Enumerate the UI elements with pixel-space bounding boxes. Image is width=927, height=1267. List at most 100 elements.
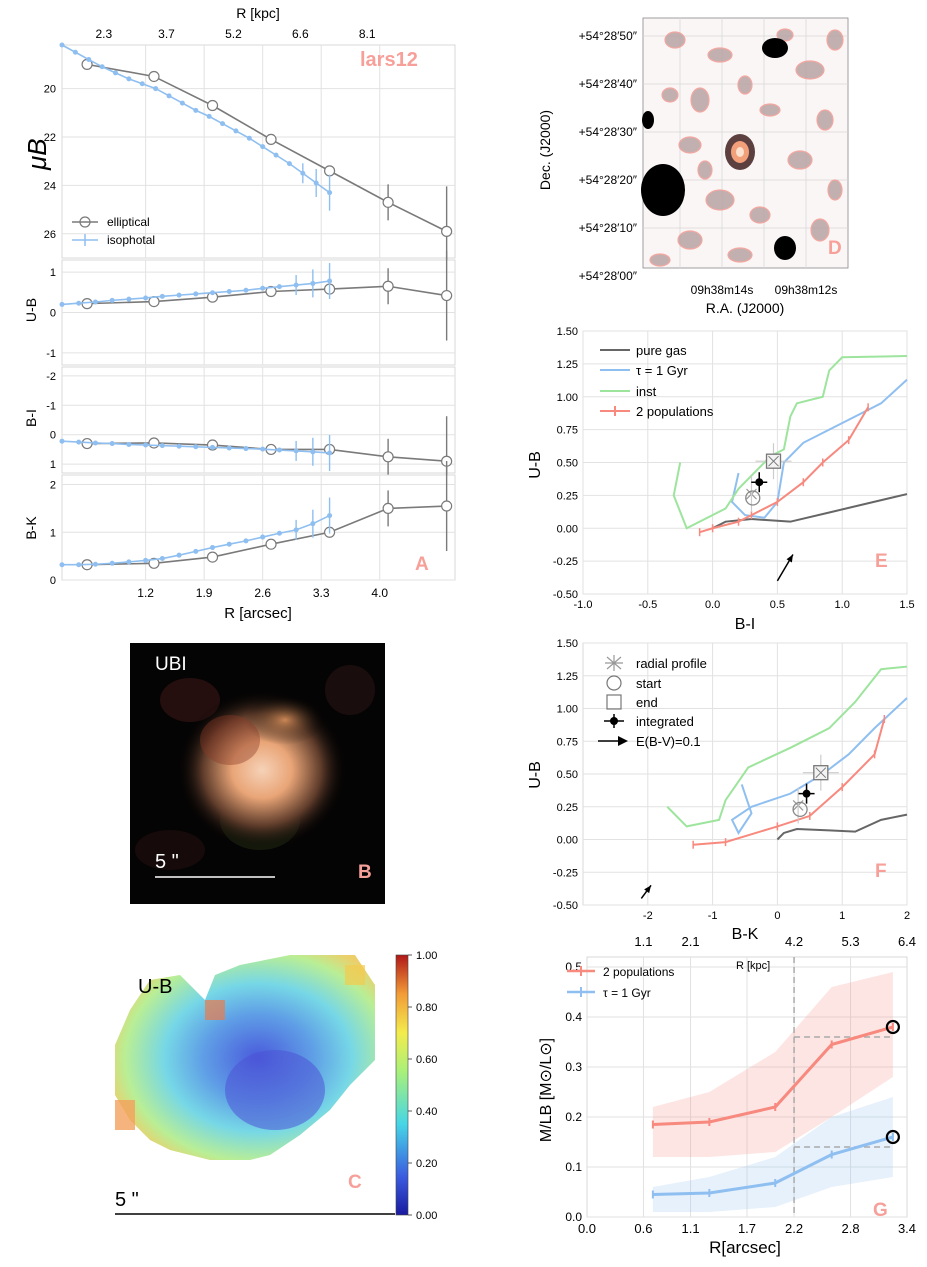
panel-a-point-elliptical	[441, 289, 453, 302]
panel-a-point-isophotal	[126, 441, 132, 447]
panel-a-point-isophotal	[310, 521, 316, 527]
colorbar-tick-label: 0.00	[416, 1210, 437, 1222]
panel-a-point-elliptical	[265, 285, 277, 298]
legend-g-2pop: 2 populations	[603, 965, 674, 979]
panel-a-point-isophotal	[193, 107, 199, 113]
panel-a-bi-ylabel: B-I	[23, 409, 39, 427]
panel-a-point-isophotal	[109, 441, 115, 447]
panel-a-point-isophotal	[246, 135, 252, 141]
panel-a-ytick: 0	[50, 308, 56, 320]
panel-a-point-isophotal	[260, 446, 266, 452]
colorbar-tick-label: 1.00	[416, 950, 437, 962]
panelF-ytick: 1.00	[557, 704, 578, 716]
panel-a-point-isophotal	[226, 289, 232, 294]
panel-a-point-isophotal	[276, 447, 282, 453]
colorbar-tick-label: 0.60	[416, 1054, 437, 1066]
panelF-xtick: -2	[643, 910, 653, 922]
panel-g-xtick: 0.0	[578, 1221, 596, 1236]
panel-d-image	[641, 17, 849, 269]
panel-a-point-isophotal	[327, 190, 333, 196]
panel-d-ytick: +54°28′10″	[579, 221, 638, 235]
panel-a-point-elliptical	[206, 551, 219, 563]
panel-c-image	[115, 955, 375, 1160]
panelE-integrated-marker	[755, 478, 764, 487]
panel-a-point-isophotal	[226, 541, 232, 547]
panel-g-xlabel: R[arcsec]	[709, 1238, 781, 1257]
panelF-integrated-marker	[802, 789, 811, 798]
panel-a-point-isophotal	[59, 301, 65, 307]
panel-g-top-xtick: 2.1	[681, 934, 699, 949]
panel-a-ytick: -1	[46, 400, 56, 412]
panel-a-bottom-tick: 3.3	[313, 586, 330, 600]
panel-a-point-isophotal	[176, 292, 182, 298]
panel-a-point-isophotal	[92, 299, 98, 305]
panel-d-ytick: +54°28′20″	[579, 173, 638, 187]
panelE-series--1-Gyr	[730, 378, 908, 519]
panelE-ytick: 0.00	[557, 523, 578, 535]
panelF-ytick: 0.25	[557, 802, 578, 814]
panel-a-point-isophotal	[327, 513, 333, 519]
panel-g-ytick: 0.1	[565, 1160, 582, 1174]
panel-f-xlabel: B-K	[732, 926, 759, 943]
panel-a-ub-ylabel: U-B	[23, 298, 39, 322]
panelF-ytick: -0.50	[553, 900, 578, 912]
panel-g-ytick: 0.4	[565, 1010, 582, 1024]
panel-a-ytick: 20	[44, 84, 56, 96]
panel-c-label: U-B	[138, 976, 172, 998]
colorbar-tick-label: 0.80	[416, 1002, 437, 1014]
panel-c-letter: C	[348, 1172, 362, 1193]
panelF-end-cross	[815, 767, 827, 779]
panel-a-point-isophotal	[276, 284, 282, 290]
colorbar-tick-label: 0.40	[416, 1106, 437, 1118]
panel-a-bottom-axis-label: R [arcsec]	[224, 605, 292, 622]
panelF-xtick: 1	[839, 910, 845, 922]
panelE-ytick: 0.25	[557, 490, 578, 502]
panel-a-point-isophotal	[153, 86, 159, 92]
panel-g-xtick: 1.1	[681, 1221, 699, 1236]
panel-a-point-isophotal	[76, 562, 82, 568]
panel-a-point-isophotal	[109, 297, 115, 303]
panelE-ytick: 0.50	[557, 458, 578, 470]
panel-a-top-tick: 5.2	[225, 27, 242, 41]
panel-a-subplot-frame	[61, 474, 456, 581]
panel-d-letter: D	[828, 238, 842, 259]
panel-a-point-isophotal	[310, 449, 316, 455]
panel-a-point-elliptical	[148, 557, 160, 569]
panel-a-point-elliptical	[206, 99, 219, 112]
panel-a-point-elliptical	[382, 451, 394, 463]
panel-a-ytick: 22	[44, 132, 56, 144]
panel-c-colorbar	[395, 954, 409, 1216]
panel-a-point-elliptical	[441, 500, 453, 512]
panel-g-xtick: 1.7	[738, 1221, 756, 1236]
panel-a-point-elliptical	[265, 538, 277, 550]
panel-a-ytick: 1	[50, 459, 56, 471]
panel-a-point-isophotal	[76, 439, 82, 445]
panelF-ytick: 1.50	[557, 638, 578, 650]
panel-a-point-isophotal	[179, 100, 185, 106]
panelF-series--1-Gyr	[730, 697, 908, 835]
panelF-ytick: 0.00	[557, 835, 578, 847]
panel-a-point-isophotal	[193, 444, 199, 450]
panel-g-xtick: 3.4	[898, 1221, 916, 1236]
panel-g-xtick: 2.2	[785, 1221, 803, 1236]
panel-a-point-elliptical	[148, 70, 160, 83]
legend-radial-profile: radial profile	[636, 656, 707, 671]
panel-a-point-isophotal	[293, 282, 299, 288]
panelE-xtick: 1.0	[835, 599, 850, 611]
panelF-ytick: 0.50	[557, 769, 578, 781]
panel-a-point-isophotal	[286, 161, 292, 167]
panelF-ytick: -0.25	[553, 867, 578, 879]
panel-d-xtick: 09h38m14s	[691, 283, 754, 297]
panel-a: 20 22 24 26 -1 0 1 -2 -1 0 1 0 1 2 2.3 3.7 5.2 6.6 8.1 1.2 1…	[44, 27, 456, 600]
panel-a-bottom-tick: 1.9	[196, 586, 213, 600]
panel-a-point-isophotal	[72, 49, 78, 55]
panel-d-xlabel: R.A. (J2000)	[706, 300, 785, 316]
panel-e-letter: E	[875, 551, 888, 572]
panel-g-ylabel: M/LB [M⊙/L⊙]	[538, 1038, 555, 1142]
panel-a-point-isophotal	[220, 121, 226, 127]
panel-a-point-elliptical	[382, 196, 394, 208]
panel-a-point-elliptical	[382, 280, 394, 292]
panel-a-point-isophotal	[206, 113, 212, 119]
panel-a-point-isophotal	[293, 448, 299, 454]
panel-d-ytick: +54°28′30″	[579, 125, 638, 139]
